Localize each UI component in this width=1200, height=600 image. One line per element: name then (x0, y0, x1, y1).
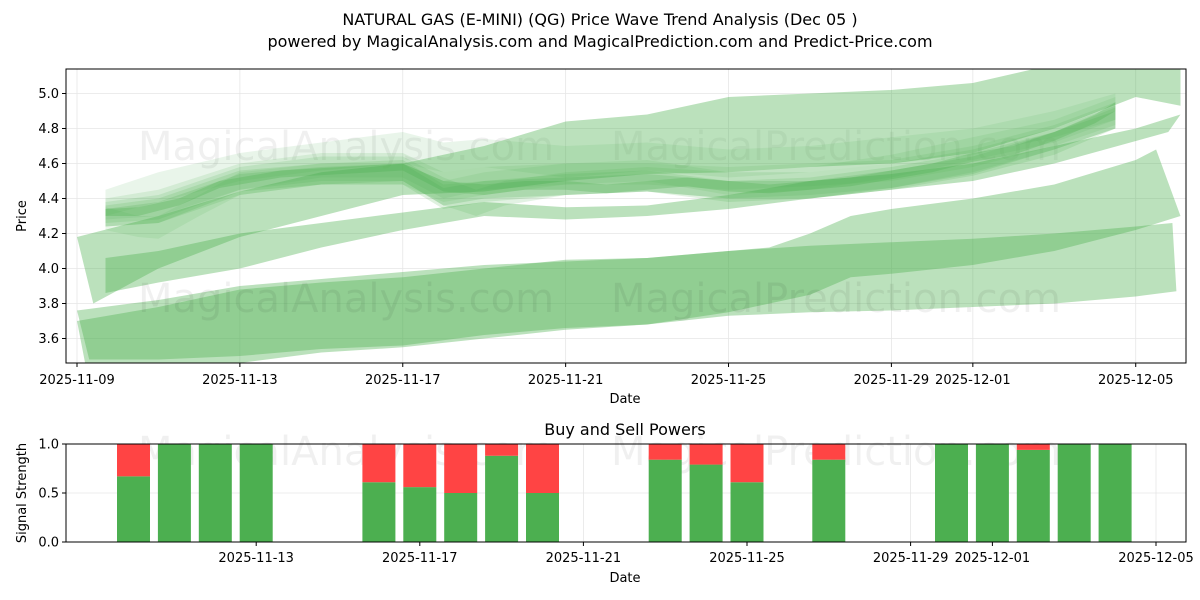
sell-bar (485, 444, 519, 456)
price-y-ticks: 3.6 3.8 4.0 4.2 4.4 4.6 4.8 5.0 (38, 87, 66, 347)
buy-sell-x-tick-label: 2025-11-29 (873, 551, 949, 566)
buy-sell-y-tick-label: 0.5 (38, 487, 59, 502)
buy-bar (689, 464, 723, 542)
buy-bar (1057, 444, 1091, 542)
price-wave-band-wave-1 (105, 93, 1116, 216)
buy-bar (117, 476, 150, 542)
price-wave-band-wave-7 (77, 69, 1181, 304)
price-x-tick-label: 2025-11-21 (528, 373, 604, 388)
buy-bar (975, 444, 1009, 542)
price-wave-band-wave-10 (77, 223, 1177, 360)
price-y-tick-label: 4.6 (38, 157, 59, 172)
sell-bar (1016, 444, 1050, 450)
figure-title-line2: powered by MagicalAnalysis.com and Magic… (267, 32, 932, 51)
buy-sell-title: Buy and Sell Powers (544, 420, 706, 439)
buy-bar (935, 444, 968, 542)
sell-bar (117, 444, 150, 477)
price-watermarks: MagicalAnalysis.com MagicalPrediction.co… (138, 124, 1061, 170)
price-y-tick-label: 3.8 (38, 297, 59, 312)
buy-bar (362, 482, 396, 542)
price-y-axis-label: Price (15, 200, 30, 232)
buy-sell-y-tick-label: 0.0 (38, 536, 59, 551)
sell-bar (730, 444, 764, 483)
figure-title-line1: NATURAL GAS (E-MINI) (QG) Price Wave Tre… (342, 10, 857, 29)
price-y-tick-label: 4.2 (38, 227, 59, 242)
watermark-analysis-lower: MagicalAnalysis.com (138, 276, 554, 322)
watermark-analysis: MagicalAnalysis.com (138, 124, 554, 170)
buy-bar (1016, 449, 1050, 542)
sell-bar (362, 444, 396, 483)
price-wave-panel: MagicalAnalysis.com MagicalPrediction.co… (15, 68, 1187, 407)
price-y-tick-label: 4.0 (38, 262, 59, 277)
price-grid (66, 69, 1186, 363)
buy-bar (648, 459, 682, 542)
price-x-tick-label: 2025-12-05 (1098, 373, 1174, 388)
price-x-axis-label: Date (609, 392, 640, 407)
buy-bar (403, 487, 437, 542)
sell-bar (403, 444, 437, 488)
price-y-tick-label: 4.4 (38, 192, 59, 207)
buy-sell-y-ticks: 0.0 0.5 1.0 (38, 438, 66, 551)
price-wave-band-wave-6 (105, 111, 1116, 227)
sell-bar (689, 444, 723, 465)
price-y-tick-label: 3.6 (38, 332, 59, 347)
price-wave-band-wave-5 (105, 107, 1116, 227)
buy-sell-y-tick-label: 1.0 (38, 438, 59, 453)
price-y-tick-label: 4.8 (38, 122, 59, 137)
buy-sell-x-tick-label: 2025-11-17 (382, 551, 458, 566)
buy-bar (526, 493, 559, 542)
buy-bar (444, 493, 478, 542)
buy-sell-x-tick-label: 2025-11-13 (218, 551, 294, 566)
price-wave-band-wave-4 (105, 105, 1116, 223)
watermark-prediction-lower: MagicalPrediction.com (611, 276, 1061, 322)
buy-sell-x-tick-label: 2025-12-05 (1118, 551, 1194, 566)
price-y-tick-label: 5.0 (38, 87, 59, 102)
buy-bar (157, 444, 191, 542)
price-wave-band-wave-3 (105, 102, 1116, 220)
price-x-tick-label: 2025-11-09 (39, 373, 115, 388)
buy-sell-panel: Buy and Sell Powers MagicalAnalysis.com … (15, 420, 1194, 586)
buy-sell-x-tick-label: 2025-11-21 (546, 551, 622, 566)
price-wave-bands (77, 69, 1181, 363)
price-x-tick-label: 2025-12-01 (935, 373, 1011, 388)
price-axes-frame (65, 68, 1187, 364)
buy-sell-bars (117, 444, 1132, 542)
price-x-tick-label: 2025-11-25 (691, 373, 767, 388)
sell-bar (526, 444, 559, 493)
price-wave-band-wave-9 (77, 149, 1181, 363)
buy-bar (198, 444, 232, 542)
buy-sell-y-axis-label: Signal Strength (15, 443, 30, 543)
watermark-prediction: MagicalPrediction.com (611, 124, 1061, 170)
buy-sell-x-axis-label: Date (609, 571, 640, 586)
sell-bar (812, 444, 846, 460)
buy-bar (239, 444, 273, 542)
buy-bar (812, 459, 846, 542)
buy-bar (1098, 444, 1132, 542)
buy-sell-x-ticks: 2025-11-13 2025-11-17 2025-11-21 2025-11-25… (218, 542, 1194, 566)
price-x-tick-label: 2025-11-17 (365, 373, 441, 388)
buy-sell-x-tick-label: 2025-12-01 (955, 551, 1031, 566)
buy-bar (730, 482, 764, 542)
buy-sell-x-tick-label: 2025-11-25 (709, 551, 785, 566)
sell-bar (444, 444, 478, 493)
price-x-tick-label: 2025-11-29 (854, 373, 930, 388)
price-x-tick-label: 2025-11-13 (202, 373, 278, 388)
price-watermarks-lower: MagicalAnalysis.com MagicalPrediction.co… (138, 276, 1061, 322)
price-x-ticks: 2025-11-09 2025-11-13 2025-11-17 2025-11-21… (39, 363, 1174, 388)
price-wave-band-wave-2 (105, 97, 1116, 239)
buy-bar (485, 455, 519, 542)
sell-bar (648, 444, 682, 460)
